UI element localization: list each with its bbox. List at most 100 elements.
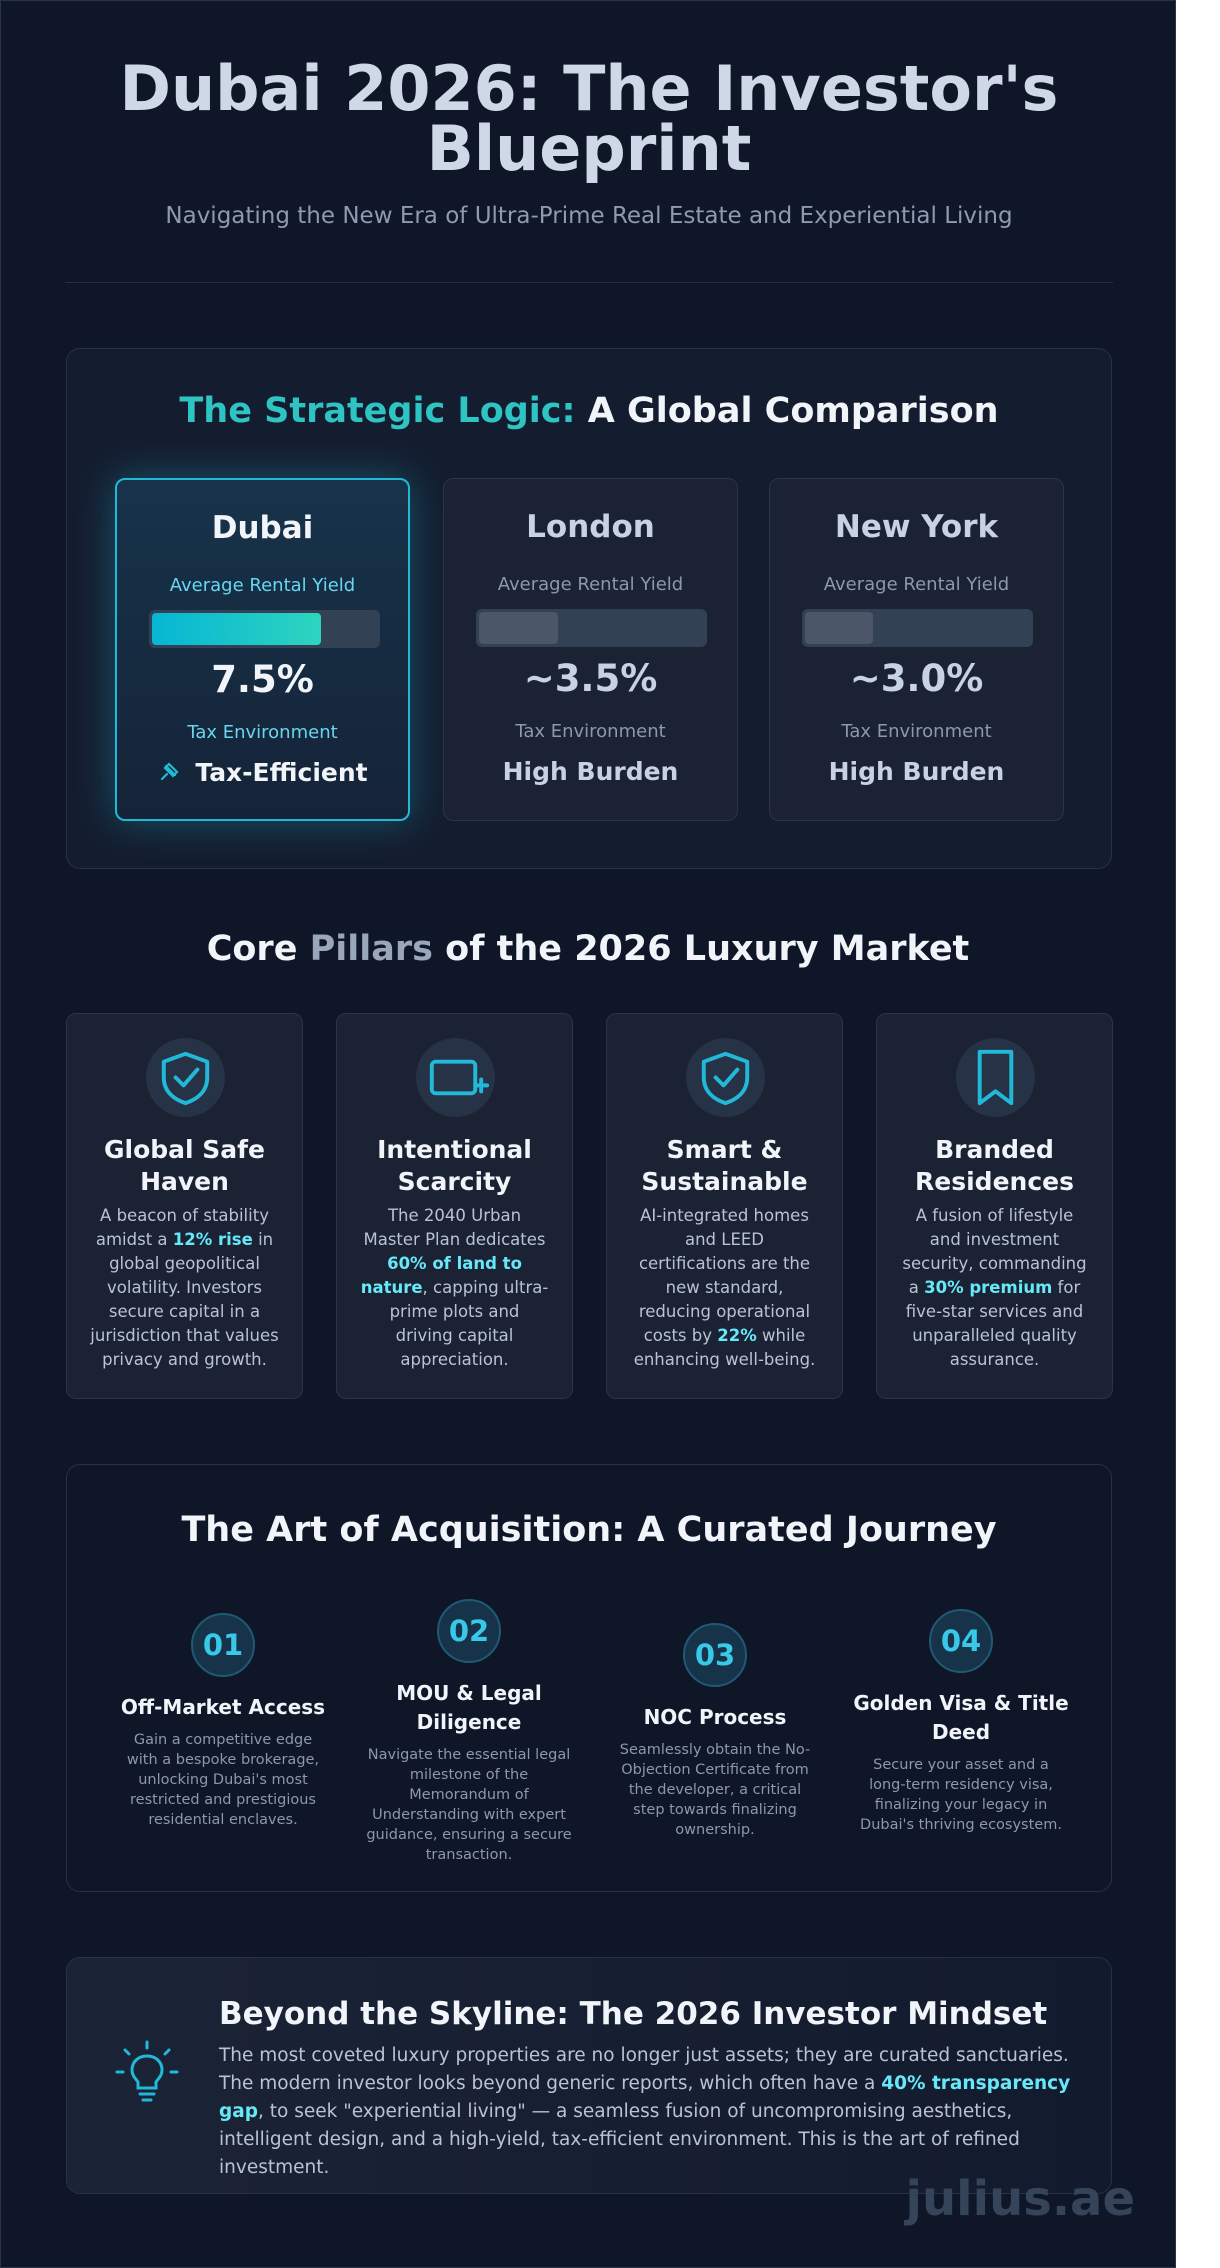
pillar-desc: AI-integrated homes and LEED certificati… (629, 1204, 820, 1372)
pillar-title: Smart & Sustainable (641, 1135, 808, 1196)
title-highlight: The Strategic Logic: (179, 391, 576, 431)
city-card: Dubai Average Rental Yield 7.5% Tax Environ… (115, 478, 410, 821)
city-name: New York (834, 509, 999, 545)
text: The 2040 Urban Master Plan dedicates (363, 1206, 546, 1249)
journey-step: 04 Golden Visa & Title Deed Secure your as… (846, 1609, 1076, 1835)
subtitle: Navigating the New Era of Ultra-Prime Re… (165, 203, 1013, 229)
lightbulb-icon (115, 2040, 179, 2102)
step-desc: Gain a competitive edge with a bespoke b… (126, 1732, 320, 1828)
step-title: Off-Market Access (120, 1695, 326, 1719)
yield-label: Average Rental Yield (497, 574, 684, 595)
pillar-title: Intentional Scarcity (377, 1135, 532, 1196)
step-number: 01 (191, 1613, 255, 1677)
yield-track (476, 609, 707, 647)
pillar-desc: A fusion of lifestyle and investment sec… (899, 1204, 1090, 1372)
city-card: London Average Rental Yield ~3.5% Tax Envir… (443, 478, 738, 821)
tax-value: High Burden (770, 757, 1063, 786)
tax-label: Tax Environment (515, 721, 666, 742)
highlight: 40% transparency gap (219, 2073, 1071, 2122)
pillar-title: Global Safe Haven (103, 1135, 265, 1196)
title-part: Core (206, 929, 298, 969)
tax-label: Tax Environment (187, 722, 338, 743)
title-highlight: Pillars (309, 929, 433, 969)
yield-track (802, 609, 1033, 647)
mindset-section: Beyond the Skyline: The 2026 Investor Mi… (66, 1957, 1112, 2194)
pillar-title: Branded Residences (915, 1135, 1074, 1196)
yield-label: Average Rental Yield (823, 574, 1010, 595)
step-number: 03 (683, 1623, 747, 1687)
step-desc: Navigate the essential legal milestone o… (366, 1747, 572, 1863)
text: AI-integrated homes and LEED certificati… (638, 1206, 811, 1345)
text: A fusion of lifestyle and investment sec… (902, 1206, 1087, 1297)
highlight: 30% premium (924, 1278, 1053, 1297)
yield-value: ~3.5% (523, 657, 658, 700)
icon (977, 1049, 1014, 1106)
tax-icon (161, 762, 179, 781)
yield-bar (152, 613, 321, 645)
highlight: 60% of land to nature (360, 1254, 522, 1297)
step-title: Golden Visa & Title Deed (853, 1691, 1069, 1744)
journey-section: The Art of Acquisition: A Curated Journe… (66, 1464, 1112, 1892)
step-number: 02 (437, 1599, 501, 1663)
title-rest: A Global Comparison (587, 391, 999, 431)
journey-step: 03 NOC Process Seamlessly obtain the No-Ob… (600, 1623, 830, 1840)
step-desc: Secure your asset and a long-term reside… (860, 1757, 1062, 1833)
text: The most coveted luxury properties are n… (219, 2045, 1069, 2094)
step-desc: Seamlessly obtain the No-Objection Certi… (619, 1742, 811, 1838)
highlight: 12% rise (172, 1230, 253, 1249)
tax-text: Tax-Efficient (195, 758, 368, 787)
mindset-text: The most coveted luxury properties are n… (219, 2042, 1079, 2182)
highlight: 22% (717, 1326, 757, 1345)
city-name: London (526, 509, 655, 545)
tax-label: Tax Environment (841, 721, 992, 742)
city-name: Dubai (211, 510, 314, 546)
step-number: 04 (929, 1609, 993, 1673)
pillar-icon (686, 1038, 765, 1117)
icon (429, 1059, 490, 1096)
divider (65, 282, 1113, 283)
mindset-title: Beyond the Skyline: The 2026 Investor Mi… (219, 1996, 1048, 2032)
watermark: julius.ae (905, 2171, 1135, 2227)
step-title: NOC Process (643, 1705, 787, 1729)
tax-value: Tax-Efficient (117, 758, 408, 787)
pillars-title: Core Pillars of the 2026 Luxury Market (1, 929, 1175, 969)
icon (701, 1051, 750, 1106)
pillar-desc: The 2040 Urban Master Plan dedicates 60%… (359, 1204, 550, 1372)
section-title: The Art of Acquisition: A Curated Journe… (181, 1510, 997, 1550)
pillar-card: Intentional Scarcity The 2040 Urban Maste… (336, 1013, 573, 1399)
city-card: New York Average Rental Yield ~3.0% Tax Env… (769, 478, 1064, 821)
yield-bar (479, 612, 558, 644)
step-title: MOU & Legal Diligence (396, 1681, 542, 1734)
comparison-section: The Strategic Logic: A Global Comparison… (66, 348, 1112, 869)
text: in global geopolitical volatility. Inves… (90, 1230, 279, 1369)
icon (161, 1051, 210, 1106)
journey-step: 01 Off-Market Access Gain a competitive ed… (108, 1613, 338, 1830)
tax-text: High Burden (502, 757, 679, 786)
journey-step: 02 MOU & Legal Diligence Navigate the esse… (354, 1599, 584, 1865)
pillar-icon (956, 1038, 1035, 1117)
yield-value: 7.5% (211, 658, 314, 701)
pillar-icon (416, 1038, 495, 1117)
pillar-desc: A beacon of stability amidst a 12% rise … (89, 1204, 280, 1372)
yield-bar (805, 612, 873, 644)
title: Dubai 2026: The Investor's Blueprint (119, 52, 1059, 185)
text: , to seek "experiential living" — a seam… (219, 2101, 1020, 2178)
text: for five-star services and unparalleled … (905, 1278, 1084, 1369)
pillar-icon (146, 1038, 225, 1117)
pillar-card: Smart & Sustainable AI-integrated homes a… (606, 1013, 843, 1399)
text: A beacon of stability amidst a (95, 1206, 269, 1249)
section-title: The Strategic Logic: A Global Comparison (67, 391, 1111, 431)
tax-text: High Burden (828, 757, 1005, 786)
yield-value: ~3.0% (849, 657, 984, 700)
infographic: Dubai 2026: The Investor's Blueprint Nav… (0, 0, 1176, 2268)
pillar-card: Global Safe Haven A beacon of stability a… (66, 1013, 303, 1399)
yield-label: Average Rental Yield (169, 575, 356, 596)
text: , capping ultra-prime plots and driving … (389, 1278, 549, 1369)
yield-track (149, 610, 380, 648)
text: while enhancing well-being. (633, 1326, 816, 1369)
tax-value: High Burden (444, 757, 737, 786)
pillar-card: Branded Residences A fusion of lifestyle … (876, 1013, 1113, 1399)
title-part: of the 2026 Luxury Market (445, 929, 970, 969)
